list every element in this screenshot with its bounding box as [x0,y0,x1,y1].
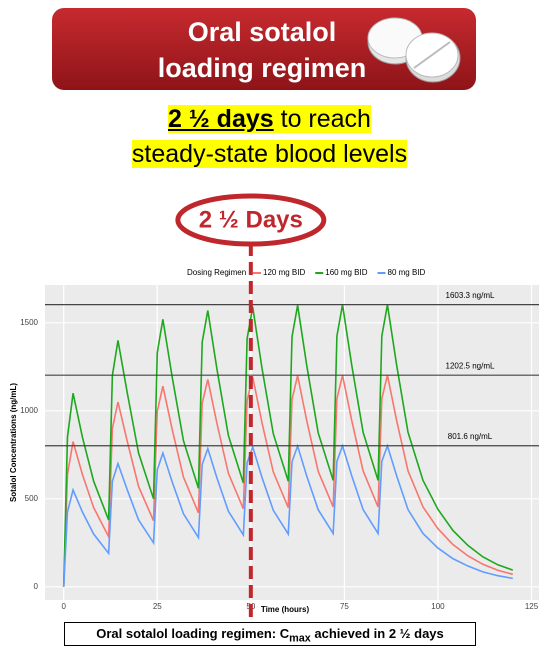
x-axis-label: Time (hours) [261,605,310,614]
footer-text: achieved in 2 ½ days [310,626,444,641]
pill-icon [367,17,461,83]
legend-label: 160 mg BID [325,268,367,277]
x-tick-label: 0 [61,602,66,611]
banner-title: loading regimen [158,53,367,83]
legend-label: 120 mg BID [263,268,305,277]
x-tick-label: 25 [153,602,162,611]
y-tick-label: 1500 [20,318,38,327]
legend-title: Dosing Regimen [187,268,246,277]
x-tick-label: 125 [525,602,539,611]
data-line [62,375,514,587]
data-line [62,443,513,587]
y-axis-label: Sotalol Concentrations (ng/mL) [9,383,18,502]
y-tick-label: 0 [34,582,39,591]
subtitle-text: steady-state blood levels [131,140,408,168]
footer-note: Oral sotalol loading regimen: Cmax achie… [64,622,476,646]
footer-subscript: max [289,632,311,645]
x-tick-label: 75 [340,602,349,611]
reference-label: 801.6 ng/mL [448,432,493,441]
legend-label: 80 mg BID [388,268,426,277]
x-tick-label: 100 [431,602,445,611]
subtitle-line: steady-state blood levels [0,140,539,169]
reference-label: 1202.5 ng/mL [446,361,495,370]
banner [52,8,476,90]
subtitle-text: to reach [273,105,371,133]
reference-label: 1603.3 ng/mL [446,291,495,300]
y-tick-label: 500 [25,494,39,503]
banner-title: Oral sotalol [188,17,337,47]
annotation-ellipse [175,193,327,247]
subtitle-emphasis: 2 ½ days [168,105,274,133]
y-tick-label: 1000 [20,406,38,415]
subtitle-line: 2 ½ days to reach [0,105,539,134]
annotation-text: 2 ½ Days [199,206,303,233]
footer-text: Oral sotalol loading regimen: C [96,626,290,641]
